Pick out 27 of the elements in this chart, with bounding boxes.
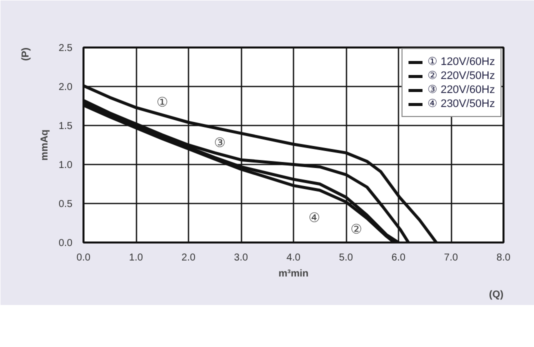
x-tick-label: 3.0: [234, 252, 248, 264]
annotation: ③: [214, 135, 226, 150]
y-tick-label: 0.5: [58, 199, 73, 210]
y-axis-title: mmAq: [40, 129, 51, 161]
annotation: ②: [350, 222, 362, 237]
x-tick-label: 0.0: [76, 252, 91, 264]
y-tick-label: 1.5: [58, 121, 73, 132]
x-tick-label: 5.0: [339, 252, 354, 264]
annotation: ①: [156, 94, 168, 110]
legend-label: ④ 230V/50Hz: [428, 97, 495, 110]
x-tick-label: 1.0: [129, 252, 144, 264]
legend-label: ② 220V/50Hz: [428, 69, 495, 82]
y-tick-label: 2.5: [58, 43, 73, 54]
x-tick-label: 8.0: [496, 252, 511, 264]
legend-label: ③ 220V/60Hz: [428, 83, 495, 96]
legend-label: ① 120V/60Hz: [428, 55, 495, 68]
y-tick-label: 1.0: [58, 160, 73, 171]
x-tick-label: 6.0: [392, 252, 406, 264]
x-tick-label: 2.0: [182, 252, 196, 264]
x-tick-label: 7.0: [444, 252, 458, 264]
x-tick-label: 4.0: [286, 252, 301, 264]
x-axis-title: m³min: [278, 268, 308, 280]
y-tick-label: 2.0: [58, 82, 73, 93]
text: (Q): [489, 290, 504, 300]
annotation: ④: [308, 210, 320, 226]
text: (P): [20, 47, 32, 61]
y-tick-label: 0.0: [58, 238, 73, 249]
